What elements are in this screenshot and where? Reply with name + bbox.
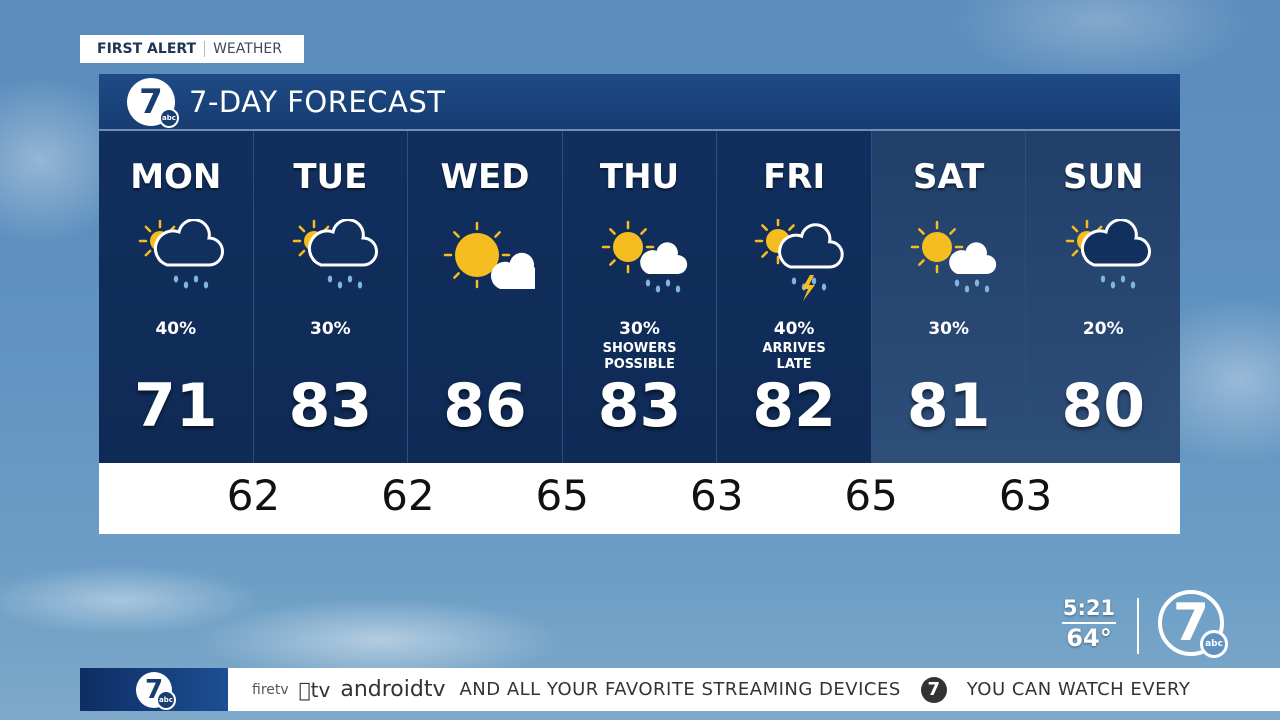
day-column-fri: FRI 40% ARRIVES LATE 82 — [717, 131, 872, 463]
day-name: TUE — [293, 157, 368, 197]
forecast-panel: 7 abc 7-DAY FORECAST MON 40% 71 TUE 30% 83… — [99, 74, 1181, 534]
sun-shower-icon — [899, 219, 999, 303]
low-temp: 62 — [226, 471, 281, 520]
alert-label: FIRST ALERT — [97, 41, 197, 57]
day-name: SAT — [913, 157, 985, 197]
mostly-sunny-icon — [435, 219, 545, 303]
sun-cloud-rain-icon — [1053, 218, 1153, 303]
day-column-wed: WED 86 — [408, 131, 563, 463]
day-name: FRI — [763, 157, 826, 197]
androidtv-logo: androidtv — [328, 677, 445, 702]
divider — [204, 41, 206, 57]
low-temp: 63 — [998, 471, 1053, 520]
current-time: 5:21 — [1062, 596, 1116, 624]
day-column-mon: MON 40% 71 — [99, 131, 254, 463]
day-column-sat: SAT 30% 81 — [871, 131, 1027, 463]
firetv-logo: firetv — [252, 681, 289, 698]
precip-chance: 30% — [310, 319, 351, 339]
first-alert-weather-tag: FIRST ALERT WEATHER — [80, 35, 304, 63]
divider — [1137, 598, 1139, 654]
forecast-title: 7-DAY FORECAST — [189, 84, 446, 119]
day-column-tue: TUE 30% 83 — [253, 131, 409, 463]
low-temp: 65 — [844, 471, 898, 520]
high-temp: 86 — [443, 371, 527, 441]
high-temp: 80 — [1061, 371, 1146, 441]
day-name: MON — [130, 157, 222, 197]
high-temp: 83 — [288, 371, 373, 441]
day-name: WED — [440, 157, 530, 197]
sun-thunderstorm-icon — [744, 217, 844, 303]
low-temp: 65 — [535, 471, 589, 520]
forecast-note: SHOWERS POSSIBLE — [602, 341, 677, 372]
precip-chance: 40% — [773, 319, 815, 339]
sun-cloud-rain-icon — [126, 218, 226, 303]
precip-chance: 30% — [619, 319, 660, 339]
precip-chance: 20% — [1082, 319, 1124, 339]
sun-cloud-rain-icon — [280, 218, 380, 303]
lows-row: 62 62 65 63 65 63 — [99, 463, 1180, 534]
day-name: THU — [599, 157, 680, 197]
precip-chance: 30% — [928, 319, 970, 339]
forecast-note: ARRIVES LATE — [762, 341, 826, 372]
day-name: SUN — [1062, 157, 1144, 197]
appletv-logo: tv — [298, 677, 331, 702]
sun-shower-icon — [590, 219, 690, 303]
day-column-thu: THU 30% SHOWERS POSSIBLE 83 — [562, 131, 718, 463]
high-temp: 82 — [752, 371, 836, 441]
station-logo-bug: 7 abc — [1158, 590, 1228, 658]
days-row: MON 40% 71 TUE 30% 83 WED 86 THU 30% SHOWER… — [99, 131, 1181, 463]
high-temp: 81 — [906, 371, 991, 441]
station-logo: 7 abc — [127, 77, 179, 128]
station-logo-mini: 7 — [920, 676, 947, 703]
ticker-message: AND ALL YOUR FAVORITE STREAMING DEVICES — [447, 679, 900, 700]
forecast-header: 7 abc 7-DAY FORECAST — [99, 74, 1180, 131]
high-temp: 83 — [597, 371, 682, 441]
clock-temp: 5:21 64° — [1062, 596, 1116, 652]
ticker-message-2: YOU CAN WATCH EVERY — [954, 679, 1190, 700]
low-temp: 62 — [381, 471, 435, 520]
low-temp: 63 — [689, 471, 744, 520]
ticker-logo: 7 abc — [80, 668, 228, 711]
day-column-sun: SUN 20% 80 — [1026, 131, 1181, 463]
current-temp: 64° — [1066, 624, 1112, 652]
precip-chance: 40% — [155, 319, 197, 339]
high-temp: 71 — [134, 371, 218, 441]
weather-label: WEATHER — [213, 41, 282, 57]
